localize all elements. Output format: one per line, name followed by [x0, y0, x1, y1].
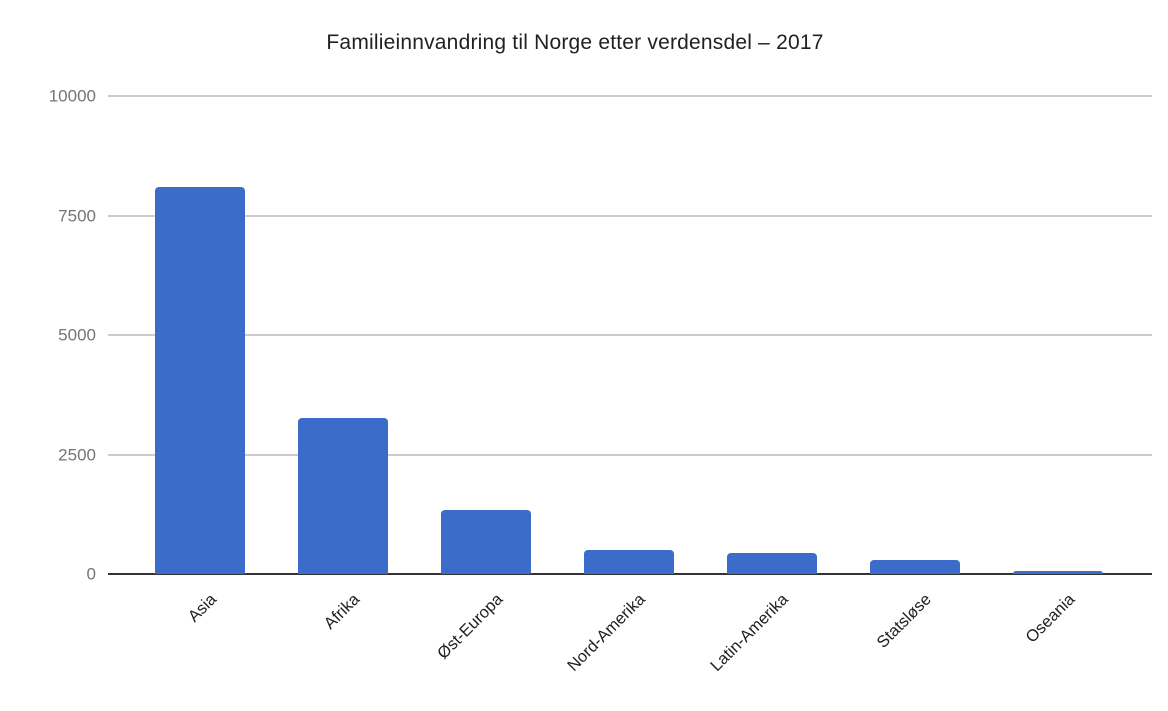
gridline-5000 [108, 334, 1152, 336]
bar-asia[interactable] [155, 186, 245, 574]
bar-nord-amerika[interactable] [584, 549, 674, 574]
gridline-7500 [108, 214, 1152, 217]
bar-oseania[interactable] [1013, 571, 1103, 574]
x-axis-label-nord-amerika: Nord-Amerika [564, 590, 650, 675]
y-axis-label-10000: 10000 [48, 86, 96, 106]
gridline-10000 [108, 95, 1152, 97]
x-axis-label-afrika: Afrika [320, 590, 364, 633]
bar-latin-amerika[interactable] [727, 553, 817, 574]
x-axis-label-latin-amerika: Latin-Amerika [707, 590, 793, 676]
bar-ost-europa[interactable] [441, 509, 531, 574]
y-axis-label-0: 0 [86, 564, 96, 584]
x-axis-label-statslose: Statsløse [873, 590, 936, 652]
bar-statslose[interactable] [870, 560, 960, 574]
x-axis-label-ost-europa: Øst-Europa [433, 590, 507, 663]
gridline-2500 [108, 453, 1152, 456]
y-axis-label-2500: 2500 [58, 445, 96, 464]
plot-area [108, 95, 1152, 575]
chart-title: Familieinnvandring til Norge etter verde… [326, 31, 824, 54]
x-axis-label-oseania: Oseania [1021, 590, 1079, 647]
x-axis-label-asia: Asia [184, 590, 221, 626]
bar-afrika[interactable] [298, 418, 388, 574]
y-axis-label-5000: 5000 [58, 325, 96, 345]
y-axis-label-7500: 7500 [58, 206, 96, 225]
